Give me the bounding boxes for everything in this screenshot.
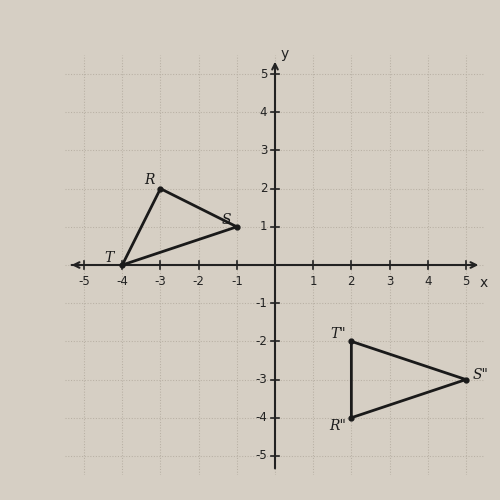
Text: -5: -5 xyxy=(78,274,90,287)
Text: 2: 2 xyxy=(260,182,268,195)
Text: R": R" xyxy=(330,419,346,433)
Text: 4: 4 xyxy=(424,274,432,287)
Text: 5: 5 xyxy=(462,274,469,287)
Text: 5: 5 xyxy=(260,68,268,80)
Text: 1: 1 xyxy=(310,274,317,287)
Text: T: T xyxy=(104,251,114,265)
Text: -4: -4 xyxy=(256,411,268,424)
Text: -5: -5 xyxy=(256,450,268,462)
Text: S: S xyxy=(222,213,231,227)
Text: 4: 4 xyxy=(260,106,268,119)
Text: 3: 3 xyxy=(260,144,268,157)
Text: y: y xyxy=(280,46,289,60)
Text: -2: -2 xyxy=(192,274,204,287)
Text: -1: -1 xyxy=(231,274,243,287)
Text: -2: -2 xyxy=(256,335,268,348)
Text: 1: 1 xyxy=(260,220,268,234)
Text: -4: -4 xyxy=(116,274,128,287)
Text: -1: -1 xyxy=(256,296,268,310)
Text: x: x xyxy=(480,276,488,290)
Text: -3: -3 xyxy=(256,373,268,386)
Text: -3: -3 xyxy=(154,274,166,287)
Text: 3: 3 xyxy=(386,274,393,287)
Text: S": S" xyxy=(472,368,488,382)
Text: R: R xyxy=(144,173,155,187)
Text: 2: 2 xyxy=(348,274,355,287)
Text: T": T" xyxy=(330,326,346,340)
